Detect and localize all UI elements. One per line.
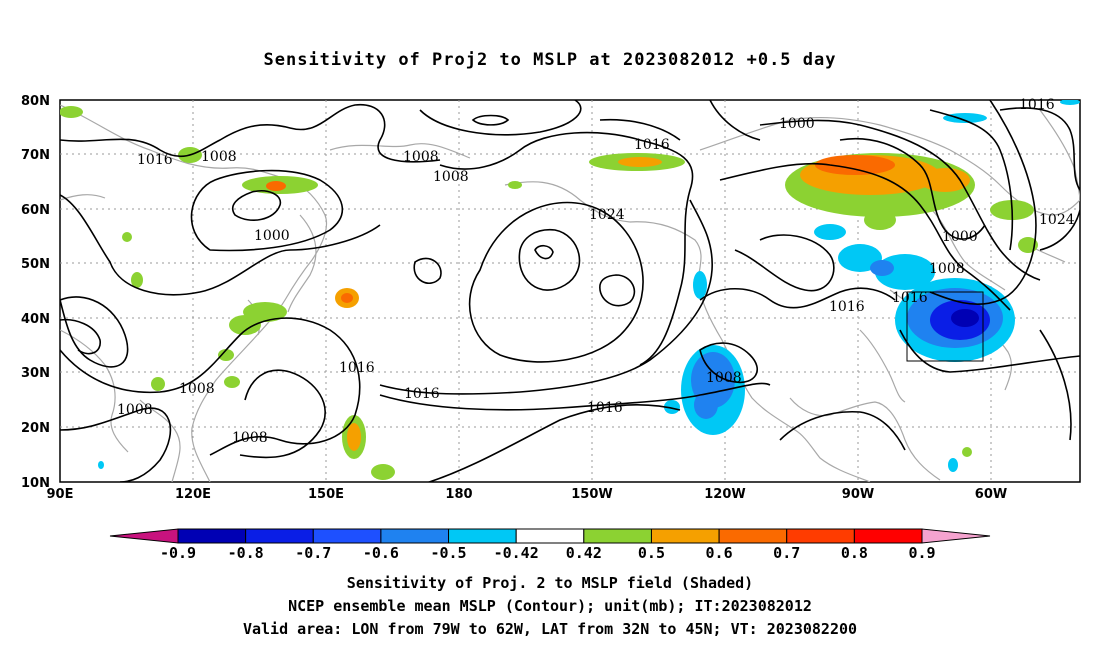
lat-label: 20N: [21, 421, 50, 436]
lat-label: 60N: [21, 203, 50, 218]
colorbar-bin: [177, 528, 247, 544]
contour-label: 1008: [201, 149, 237, 165]
colorbar-bin: [853, 528, 923, 544]
contour-label: 1008: [232, 430, 268, 446]
colorbar-bin: [786, 528, 855, 544]
contour-label: 1016: [339, 360, 375, 376]
colorbar-label: -0.6: [363, 544, 399, 562]
lat-label: 80N: [21, 94, 50, 109]
shaded-sensitivity: [60, 100, 1080, 480]
colorbar-bin: [312, 528, 382, 544]
colorbar: -0.9 -0.8 -0.7 -0.6 -0.5 -0.42 0.42 0.5 0.6 0.7 0.…: [109, 528, 991, 562]
contour-label: 1016: [404, 386, 440, 402]
contour-label: 1024: [589, 207, 625, 223]
longitude-labels: 90E 120E 150E 180 150W 120W 90W 60W: [47, 487, 1008, 502]
lon-label: 150E: [308, 487, 344, 502]
contour-label: 1000: [942, 229, 978, 245]
contour-labels: 1016 1008 1008 1008 1000 1016 1024 1000 …: [117, 97, 1075, 446]
contour-label: 1016: [634, 137, 670, 153]
lon-label: 150W: [571, 487, 612, 502]
lat-label: 10N: [21, 476, 50, 491]
colorbar-label: 0.5: [638, 544, 665, 562]
lat-label: 50N: [21, 257, 50, 272]
caption-line-3: Valid area: LON from 79W to 62W, LAT fro…: [242, 620, 858, 638]
colorbar-label: -0.5: [430, 544, 466, 562]
contour-label: 1008: [403, 149, 439, 165]
contour-label: 1008: [433, 169, 469, 185]
latitude-labels: 80N 70N 60N 50N 40N 30N 20N 10N: [21, 94, 50, 491]
colorbar-bin: [583, 528, 652, 544]
mslp-contours: [60, 100, 1080, 482]
colorbar-label: 0.8: [841, 544, 868, 562]
colorbar-bins: [177, 528, 923, 544]
lon-label: 180: [445, 487, 472, 502]
gridlines: [60, 100, 1080, 482]
colorbar-label: 0.42: [566, 544, 602, 562]
chart-title: Sensitivity of Proj2 to MSLP at 20230820…: [263, 50, 837, 70]
colorbar-bin: [650, 528, 720, 544]
colorbar-label: -0.9: [160, 544, 196, 562]
colorbar-bin: [448, 528, 517, 544]
contour-label: 1000: [254, 228, 290, 244]
caption-line-1: Sensitivity of Proj. 2 to MSLP field (Sh…: [346, 574, 754, 592]
lon-label: 60W: [975, 487, 1007, 502]
contour-label: 1000: [779, 116, 815, 132]
colorbar-labels: -0.9 -0.8 -0.7 -0.6 -0.5 -0.42 0.42 0.5 0.6 0.7 0.…: [160, 544, 936, 562]
colorbar-label: 0.6: [706, 544, 733, 562]
colorbar-bin: [718, 528, 788, 544]
lat-label: 70N: [21, 148, 50, 163]
colorbar-label: -0.42: [494, 544, 539, 562]
contour-label: 1016: [137, 152, 173, 168]
lat-label: 30N: [21, 366, 50, 381]
colorbar-bin: [245, 528, 314, 544]
contour-label: 1016: [829, 299, 865, 315]
contour-label: 1008: [117, 402, 153, 418]
lon-label: 120E: [175, 487, 211, 502]
contour-label: 1016: [892, 290, 928, 306]
contour-label: 1008: [706, 370, 742, 386]
caption-line-2: NCEP ensemble mean MSLP (Contour); unit(…: [288, 597, 812, 615]
colorbar-label: 0.7: [773, 544, 800, 562]
colorbar-min-arrow: [109, 528, 179, 544]
contour-label: 1016: [1019, 97, 1055, 113]
valid-area-box: [906, 291, 984, 362]
colorbar-label: -0.8: [228, 544, 264, 562]
contour-label: 1008: [179, 381, 215, 397]
colorbar-max-arrow: [921, 528, 991, 544]
colorbar-label: 0.9: [908, 544, 935, 562]
lon-label: 90E: [47, 487, 74, 502]
colorbar-label: -0.7: [295, 544, 331, 562]
lon-label: 120W: [704, 487, 745, 502]
lon-label: 90W: [842, 487, 874, 502]
contour-label: 1024: [1039, 212, 1075, 228]
colorbar-bin: [380, 528, 450, 544]
contour-label: 1008: [929, 261, 965, 277]
colorbar-bin: [515, 528, 585, 544]
lat-label: 40N: [21, 312, 50, 327]
contour-label: 1016: [587, 400, 623, 416]
